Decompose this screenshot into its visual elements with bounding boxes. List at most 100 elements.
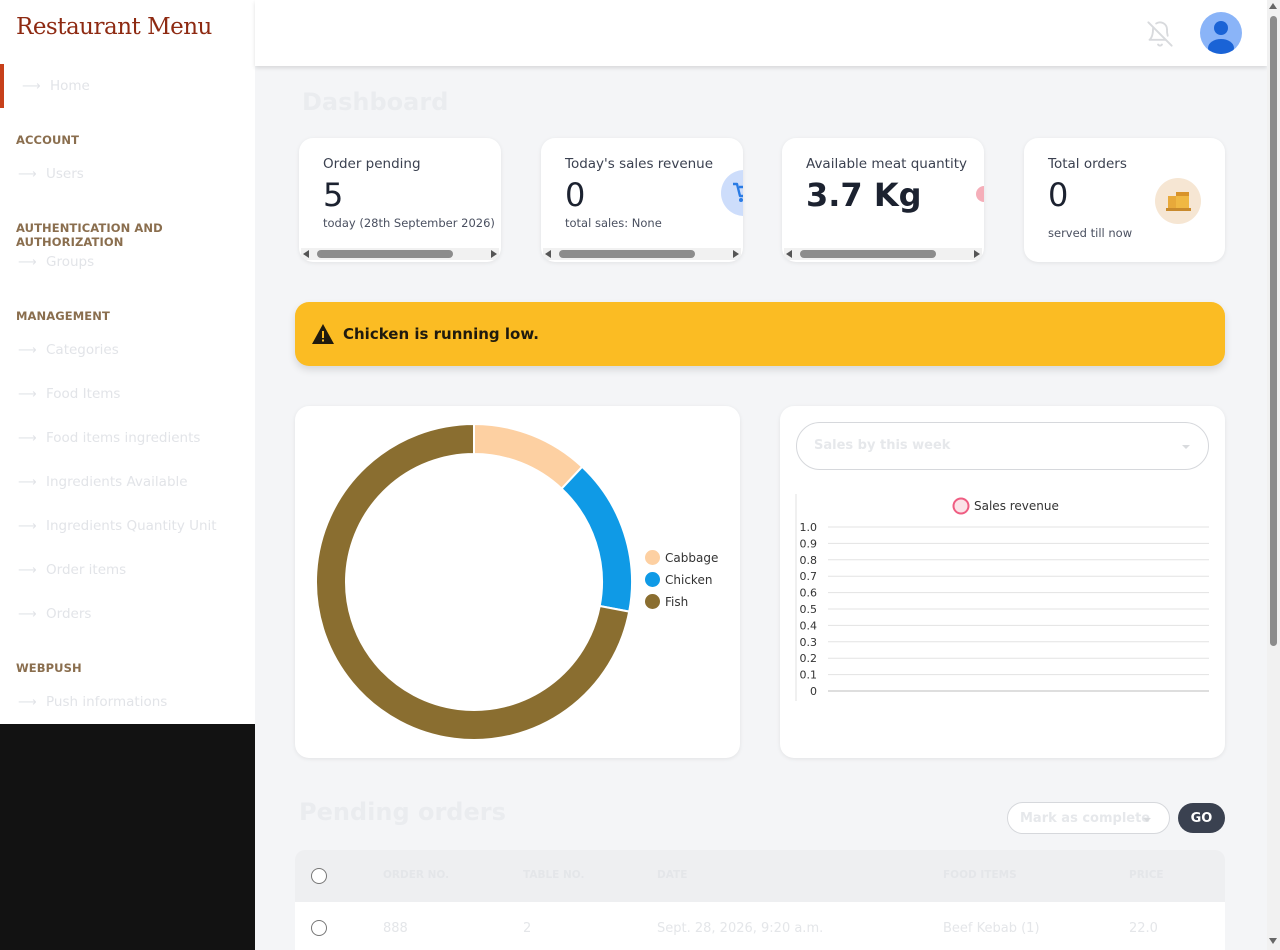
y-tick-label: 0.1 xyxy=(800,669,818,682)
select-all-radio[interactable] xyxy=(311,868,327,884)
y-tick-label: 0 xyxy=(810,685,817,698)
meat-icon xyxy=(976,186,984,202)
legend-swatch xyxy=(952,497,970,515)
y-tick-label: 0.5 xyxy=(800,603,818,616)
donut-slice-fish[interactable] xyxy=(315,422,631,741)
table-header: ORDER NO. TABLE NO. DATE FOOD ITEMS PRIC… xyxy=(295,850,1225,902)
scroll-right-icon[interactable] xyxy=(733,250,739,258)
arrow-right-icon: ⟶ xyxy=(18,342,37,358)
bulk-action-select[interactable]: Mark as complete xyxy=(1007,802,1170,834)
top-bar xyxy=(255,0,1267,66)
y-tick-label: 0.9 xyxy=(800,537,818,550)
sidebar-item-categories[interactable]: ⟶ Categories xyxy=(0,328,255,372)
page-scrollbar[interactable] xyxy=(1267,0,1280,950)
sidebar-item-orders[interactable]: ⟶ Orders xyxy=(0,592,255,636)
card-label: Total orders xyxy=(1048,156,1127,172)
sidebar-section-webpush: WEBPUSH xyxy=(16,661,82,675)
scroll-down-icon[interactable] xyxy=(1269,938,1277,944)
row-select-radio[interactable] xyxy=(311,920,327,936)
scroll-thumb[interactable] xyxy=(1270,16,1277,646)
sidebar-item-ingredients-quantity-unit[interactable]: ⟶ Ingredients Quantity Unit xyxy=(0,504,255,548)
card-value: 0 xyxy=(1048,176,1069,214)
notifications-off-icon[interactable] xyxy=(1146,20,1174,48)
y-tick-label: 0.3 xyxy=(800,636,818,649)
legend-label: Sales revenue xyxy=(974,499,1059,513)
card-value: 3.7 Kg xyxy=(806,176,922,214)
low-stock-alert: Chicken is running low. xyxy=(295,302,1225,366)
arrow-right-icon: ⟶ xyxy=(22,78,41,94)
pending-orders-table: ORDER NO. TABLE NO. DATE FOOD ITEMS PRIC… xyxy=(295,850,1225,950)
sidebar-item-food-items-ingredients[interactable]: ⟶ Food items ingredients xyxy=(0,416,255,460)
user-avatar[interactable] xyxy=(1200,12,1242,54)
sidebar: Restaurant Menu ⟶ Home ACCOUNT ⟶ Users A… xyxy=(0,0,255,724)
scroll-thumb[interactable] xyxy=(800,250,936,258)
warning-icon xyxy=(312,324,334,344)
card-scrollbar[interactable] xyxy=(784,248,982,260)
scroll-left-icon[interactable] xyxy=(786,250,792,258)
y-tick-label: 1.0 xyxy=(800,521,818,534)
pending-orders-title: Pending orders xyxy=(299,798,506,826)
sidebar-item-label: Ingredients Available xyxy=(46,474,188,490)
y-tick-label: 0.8 xyxy=(800,554,818,567)
go-button[interactable]: GO xyxy=(1178,803,1225,833)
column-header[interactable]: PRICE xyxy=(1129,869,1164,881)
scroll-right-icon[interactable] xyxy=(974,250,980,258)
donut-slice-cabbage[interactable] xyxy=(473,422,584,491)
sidebar-item-food-items[interactable]: ⟶ Food Items xyxy=(0,372,255,416)
card-subtext: total sales: None xyxy=(565,216,662,230)
legend-item-fish[interactable]: Fish xyxy=(645,594,688,609)
brand-title[interactable]: Restaurant Menu xyxy=(16,14,212,40)
sidebar-item-label: Users xyxy=(46,166,84,182)
scroll-up-icon[interactable] xyxy=(1269,3,1277,9)
donut-chart xyxy=(315,422,633,741)
scroll-thumb[interactable] xyxy=(317,250,453,258)
y-tick-label: 0.7 xyxy=(800,570,818,583)
scroll-left-icon[interactable] xyxy=(303,250,309,258)
sidebar-section-auth: AUTHENTICATION AND AUTHORIZATION xyxy=(16,221,163,249)
sidebar-item-label: Push informations xyxy=(46,694,168,710)
scroll-thumb[interactable] xyxy=(559,250,695,258)
y-tick-label: 0.6 xyxy=(800,587,818,600)
card-value: 0 xyxy=(565,176,586,214)
sidebar-footer-area xyxy=(0,724,255,950)
column-header[interactable]: DATE xyxy=(657,869,688,881)
donut-slice-chicken[interactable] xyxy=(560,465,633,613)
column-header[interactable]: ORDER NO. xyxy=(383,869,450,881)
sidebar-item-push-informations[interactable]: ⟶ Push informations xyxy=(0,680,255,724)
ingredients-donut-panel: Cabbage Chicken Fish xyxy=(295,406,740,758)
package-icon xyxy=(1155,178,1201,224)
chevron-down-icon xyxy=(1143,818,1151,822)
alert-message: Chicken is running low. xyxy=(343,325,539,343)
legend-label: Chicken xyxy=(665,572,713,587)
card-label: Today's sales revenue xyxy=(565,156,714,172)
column-header[interactable]: TABLE NO. xyxy=(523,869,585,881)
total-orders-card: Total orders 0 served till now xyxy=(1024,138,1225,262)
legend-item-cabbage[interactable]: Cabbage xyxy=(645,550,718,565)
table-row[interactable]: 888 2 Sept. 28, 2026, 9:20 a.m. Beef Keb… xyxy=(295,902,1225,950)
scroll-right-icon[interactable] xyxy=(491,250,497,258)
legend-swatch xyxy=(645,594,660,609)
sidebar-item-ingredients-available[interactable]: ⟶ Ingredients Available xyxy=(0,460,255,504)
card-scrollbar[interactable] xyxy=(301,248,499,260)
meat-quantity-card: Available meat quantity 3.7 Kg xyxy=(782,138,984,262)
column-header[interactable]: FOOD ITEMS xyxy=(943,869,1017,881)
chevron-down-icon xyxy=(1182,445,1190,449)
legend-item-chicken[interactable]: Chicken xyxy=(645,572,712,587)
date-cell: Sept. 28, 2026, 9:20 a.m. xyxy=(657,921,824,936)
sidebar-item-groups[interactable]: ⟶ Groups xyxy=(0,240,255,284)
sidebar-item-users[interactable]: ⟶ Users xyxy=(0,152,255,196)
card-label: Order pending xyxy=(323,156,421,172)
arrow-right-icon: ⟶ xyxy=(18,386,37,402)
sidebar-item-home[interactable]: ⟶ Home xyxy=(0,64,255,108)
sales-period-select[interactable]: Sales by this week xyxy=(796,422,1209,470)
sidebar-item-label: Groups xyxy=(46,254,95,270)
scroll-left-icon[interactable] xyxy=(545,250,551,258)
sidebar-item-order-items[interactable]: ⟶ Order items xyxy=(0,548,255,592)
card-scrollbar[interactable] xyxy=(543,248,741,260)
arrow-right-icon: ⟶ xyxy=(18,562,37,578)
card-value: 5 xyxy=(323,176,344,214)
card-label: Available meat quantity xyxy=(806,156,967,172)
y-tick-label: 0.2 xyxy=(800,652,818,665)
sidebar-item-label: Order items xyxy=(46,562,127,578)
sidebar-item-label: Food Items xyxy=(46,386,121,402)
